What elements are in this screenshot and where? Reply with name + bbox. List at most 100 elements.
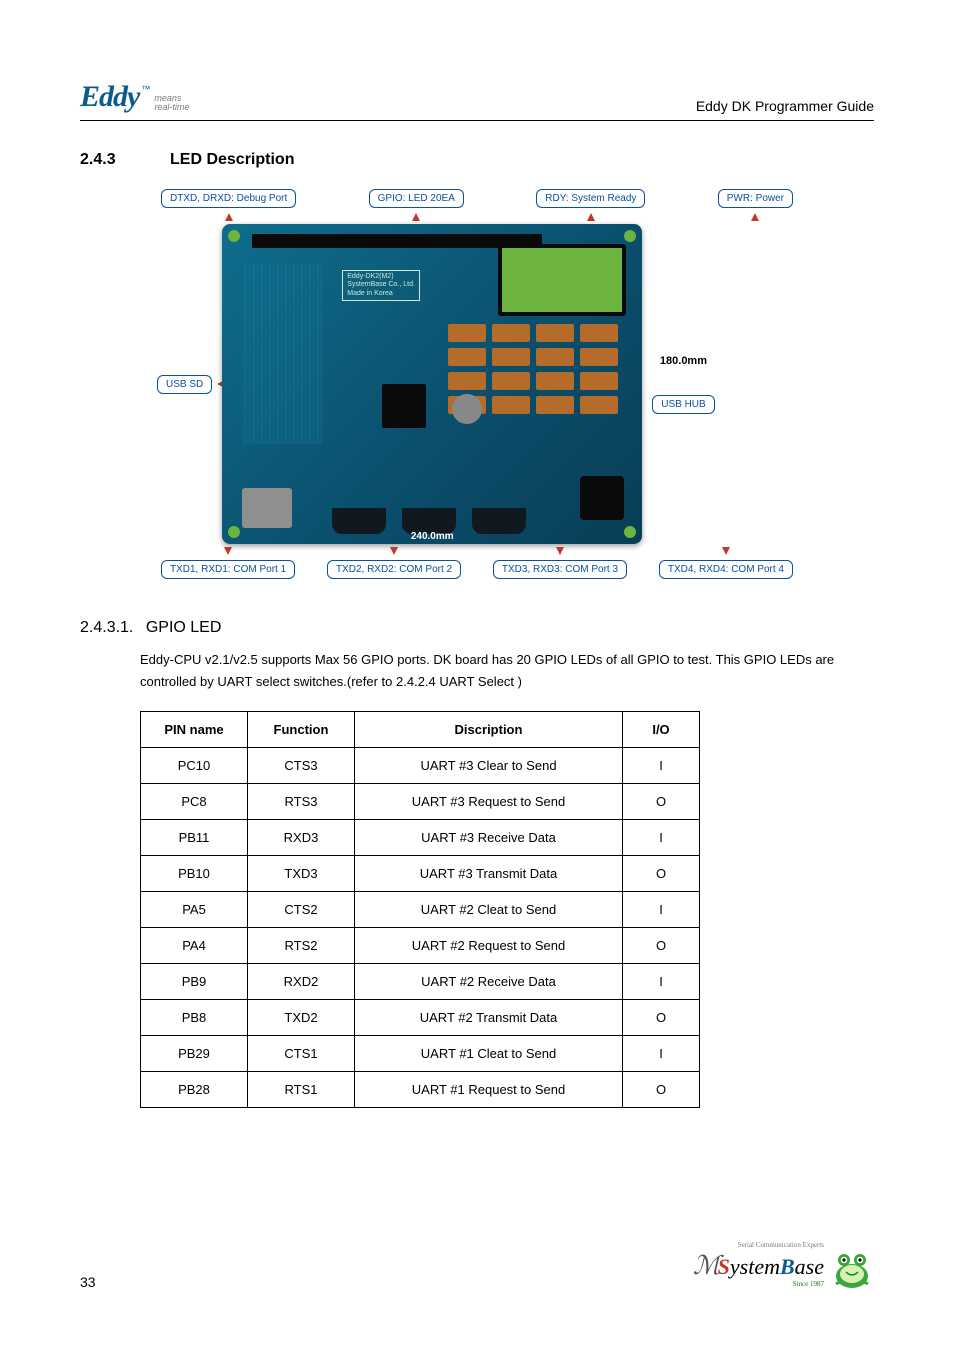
db9-port <box>472 508 526 534</box>
logo-subtext: means real-time <box>154 94 189 113</box>
col-description: Discription <box>355 712 623 748</box>
usb-hub-port <box>580 476 624 520</box>
logo-text: Eddy <box>80 80 139 114</box>
table-cell: PB10 <box>141 856 248 892</box>
footer-logo-b: B <box>780 1254 795 1279</box>
table-cell: UART #2 Cleat to Send <box>355 892 623 928</box>
footer-tagline-2: Since 1987 <box>693 1281 824 1288</box>
lcd-display <box>498 244 626 316</box>
subsection-paragraph: Eddy-CPU v2.1/v2.5 supports Max 56 GPIO … <box>140 649 854 693</box>
footer-tagline-1: Serial Communication Experts <box>693 1242 824 1249</box>
table-cell: UART #3 Receive Data <box>355 820 623 856</box>
callout-usb-sd: USB SD <box>157 375 212 394</box>
table-row: PC8RTS3UART #3 Request to SendO <box>141 784 700 820</box>
table-row: PB11RXD3UART #3 Receive DataI <box>141 820 700 856</box>
board-width-dimension: 240.0mm <box>411 531 454 542</box>
table-cell: UART #1 Cleat to Send <box>355 1036 623 1072</box>
table-cell: UART #3 Transmit Data <box>355 856 623 892</box>
table-cell: O <box>623 1000 700 1036</box>
table-cell: UART #3 Clear to Send <box>355 748 623 784</box>
table-cell: I <box>623 820 700 856</box>
document-title: Eddy DK Programmer Guide <box>696 98 874 114</box>
logo-tm: ™ <box>141 84 150 94</box>
brand-logo: Eddy ™ means real-time <box>80 80 189 114</box>
table-cell: I <box>623 1036 700 1072</box>
table-cell: PB11 <box>141 820 248 856</box>
table-cell: UART #2 Request to Send <box>355 928 623 964</box>
callout-debug-port: DTXD, DRXD: Debug Port <box>161 189 296 208</box>
table-header-row: PIN name Function Discription I/O <box>141 712 700 748</box>
table-cell: O <box>623 928 700 964</box>
coin-battery <box>452 394 482 424</box>
table-cell: RTS1 <box>248 1072 355 1108</box>
table-cell: O <box>623 856 700 892</box>
silk-3: Made in Korea <box>347 290 415 298</box>
callout-rdy: RDY: System Ready <box>536 189 645 208</box>
table-cell: PB8 <box>141 1000 248 1036</box>
table-row: PB9RXD2UART #2 Receive DataI <box>141 964 700 1000</box>
table-cell: PB9 <box>141 964 248 1000</box>
subsection-heading: 2.4.3.1. GPIO LED <box>80 619 874 637</box>
table-cell: PA4 <box>141 928 248 964</box>
table-cell: CTS1 <box>248 1036 355 1072</box>
table-cell: PB28 <box>141 1072 248 1108</box>
table-cell: PB29 <box>141 1036 248 1072</box>
section-title: LED Description <box>170 151 294 169</box>
callout-com3: TXD3, RXD3: COM Port 3 <box>493 560 627 579</box>
sd-slot <box>242 488 292 528</box>
table-cell: O <box>623 784 700 820</box>
table-cell: UART #2 Receive Data <box>355 964 623 1000</box>
footer-logo: Serial Communication Experts ℳSystemBase… <box>693 1242 824 1290</box>
callout-pwr: PWR: Power <box>718 189 793 208</box>
subsection-number: 2.4.3.1. <box>80 619 133 636</box>
table-cell: I <box>623 748 700 784</box>
table-cell: RTS3 <box>248 784 355 820</box>
table-cell: CTS2 <box>248 892 355 928</box>
table-cell: TXD2 <box>248 1000 355 1036</box>
table-row: PA5CTS2UART #2 Cleat to SendI <box>141 892 700 928</box>
table-cell: UART #2 Transmit Data <box>355 1000 623 1036</box>
section-number: 2.4.3 <box>80 151 170 169</box>
callout-com2: TXD2, RXD2: COM Port 2 <box>327 560 461 579</box>
footer-logo-ystem: ystem <box>730 1254 780 1279</box>
logo-sub-2: real-time <box>154 103 189 112</box>
gpio-led-table: PIN name Function Discription I/O PC10CT… <box>140 711 700 1108</box>
silk-label: Eddy-DK2(M2) SystemBase Co., Ltd. Made i… <box>342 270 420 301</box>
table-row: PB28RTS1UART #1 Request to SendO <box>141 1072 700 1108</box>
col-function: Function <box>248 712 355 748</box>
section-heading: 2.4.3 LED Description <box>80 151 874 169</box>
table-row: PB29CTS1UART #1 Cleat to SendI <box>141 1036 700 1072</box>
col-pin-name: PIN name <box>141 712 248 748</box>
table-cell: PC8 <box>141 784 248 820</box>
board-figure: DTXD, DRXD: Debug Port GPIO: LED 20EA RD… <box>157 189 797 579</box>
callout-usb-hub: USB HUB <box>652 395 714 414</box>
main-chip <box>382 384 426 428</box>
pcb-board-image: Eddy-DK2(M2) SystemBase Co., Ltd. Made i… <box>222 224 642 544</box>
table-cell: CTS3 <box>248 748 355 784</box>
callout-com4: TXD4, RXD4: COM Port 4 <box>659 560 793 579</box>
table-cell: UART #3 Request to Send <box>355 784 623 820</box>
silk-2: SystemBase Co., Ltd. <box>347 281 415 289</box>
silk-1: Eddy-DK2(M2) <box>347 273 415 281</box>
table-cell: I <box>623 964 700 1000</box>
table-cell: TXD3 <box>248 856 355 892</box>
footer-logo-ase: ase <box>795 1254 824 1279</box>
table-cell: RXD2 <box>248 964 355 1000</box>
callout-gpio-led: GPIO: LED 20EA <box>369 189 464 208</box>
table-cell: I <box>623 892 700 928</box>
table-cell: O <box>623 1072 700 1108</box>
table-cell: PA5 <box>141 892 248 928</box>
page-number: 33 <box>80 1274 96 1290</box>
header-rule <box>80 120 874 121</box>
table-cell: RXD3 <box>248 820 355 856</box>
table-row: PC10CTS3UART #3 Clear to SendI <box>141 748 700 784</box>
db9-port <box>332 508 386 534</box>
footer-logo-s: S <box>718 1254 730 1279</box>
col-io: I/O <box>623 712 700 748</box>
table-cell: PC10 <box>141 748 248 784</box>
callout-com1: TXD1, RXD1: COM Port 1 <box>161 560 295 579</box>
table-row: PB10TXD3UART #3 Transmit DataO <box>141 856 700 892</box>
table-cell: UART #1 Request to Send <box>355 1072 623 1108</box>
table-row: PB8TXD2UART #2 Transmit DataO <box>141 1000 700 1036</box>
board-height-dimension: 180.0mm <box>660 355 707 367</box>
